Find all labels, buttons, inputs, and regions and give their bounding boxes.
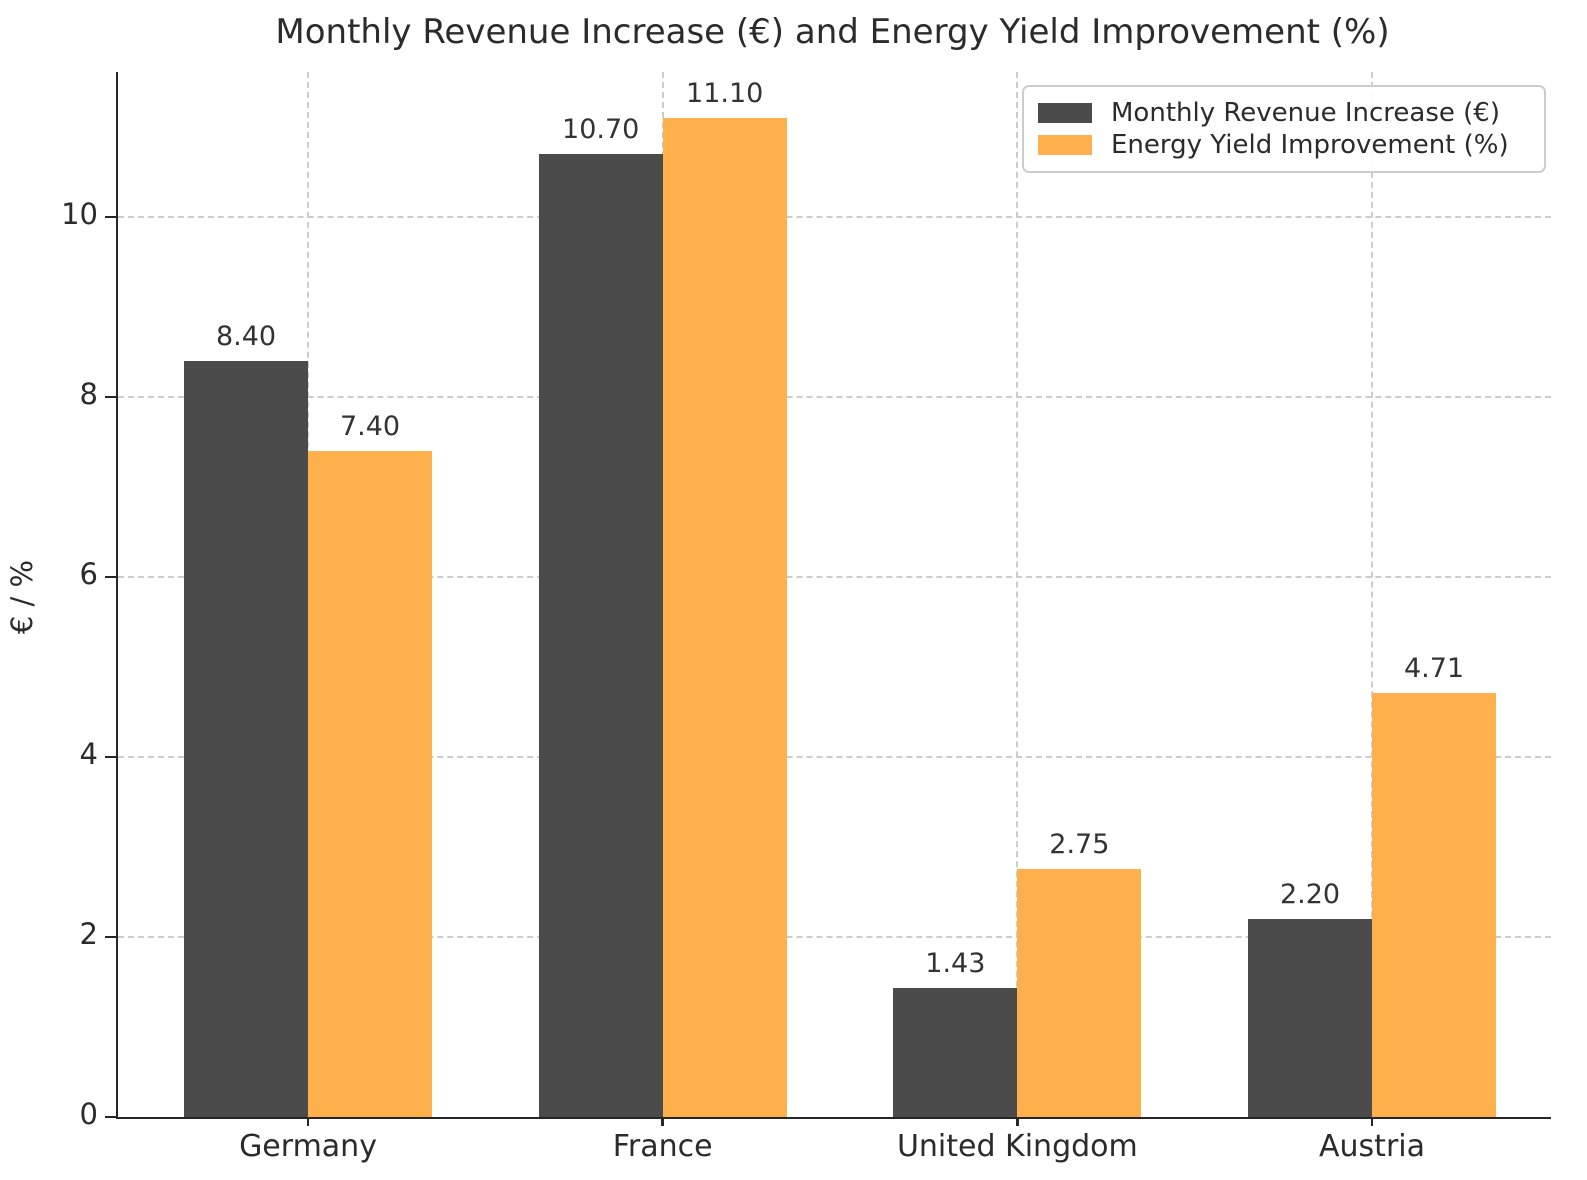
y-tick-label: 8 xyxy=(79,376,98,411)
y-tick-label: 2 xyxy=(79,916,98,951)
gridline-horizontal xyxy=(118,935,1551,938)
y-tick-label: 4 xyxy=(79,736,98,771)
bar-value-label: 7.40 xyxy=(339,410,401,442)
legend-label-yield: Energy Yield Improvement (%) xyxy=(1111,130,1509,160)
y-tick-mark xyxy=(105,395,116,399)
legend-swatch-yield xyxy=(1038,135,1092,155)
y-tick-mark xyxy=(105,755,116,759)
chart-title: Monthly Revenue Increase (€) and Energy … xyxy=(275,12,1390,52)
x-tick-label: France xyxy=(612,1129,713,1164)
y-tick-label: 10 xyxy=(61,196,98,231)
y-tick-mark xyxy=(105,215,116,219)
bar-value-label: 1.43 xyxy=(925,948,986,980)
plot-area: 0 2 4 6 8 10 Germany France United Kingdom Austri… xyxy=(61,72,1551,1164)
x-tick-label: Germany xyxy=(239,1129,377,1164)
gridline-vertical xyxy=(1016,72,1019,1117)
bar xyxy=(1372,693,1497,1117)
legend-item-revenue: Monthly Revenue Increase (€) xyxy=(1038,97,1530,129)
bar-value-label: 2.75 xyxy=(1049,829,1110,861)
bar-value-label: 4.71 xyxy=(1403,653,1465,685)
bar xyxy=(1017,869,1142,1117)
bar xyxy=(538,153,663,1117)
x-tick-label: Austria xyxy=(1319,1129,1425,1164)
gridline-vertical xyxy=(1371,72,1374,1117)
bar xyxy=(893,988,1018,1117)
legend: Monthly Revenue Increase (€) Energy Yiel… xyxy=(1022,85,1546,173)
bar xyxy=(184,360,309,1117)
y-tick-label: 6 xyxy=(79,556,98,591)
x-tick-label: United Kingdom xyxy=(896,1129,1138,1164)
bar xyxy=(662,117,787,1117)
bar-value-label: 2.20 xyxy=(1279,878,1341,910)
y-axis-label: € / % xyxy=(5,559,39,635)
x-tick-mark xyxy=(1016,1117,1019,1126)
bar xyxy=(1248,918,1373,1117)
bar-value-label: 11.10 xyxy=(686,77,764,109)
gridline-horizontal xyxy=(118,215,1551,218)
bar xyxy=(308,450,433,1117)
x-tick-mark xyxy=(1370,1117,1374,1126)
x-tick-mark xyxy=(306,1117,310,1126)
gridline-horizontal xyxy=(118,755,1551,758)
bar-value-label: 8.40 xyxy=(215,320,277,352)
y-tick-mark xyxy=(105,575,116,579)
bar-value-label: 10.70 xyxy=(562,113,640,145)
y-tick-label: 0 xyxy=(79,1097,98,1131)
y-tick-mark xyxy=(105,1115,116,1119)
x-tick-mark xyxy=(661,1117,664,1126)
gridline-horizontal xyxy=(118,395,1551,398)
gridline-horizontal xyxy=(118,575,1551,578)
y-tick-mark xyxy=(105,935,116,939)
legend-label-revenue: Monthly Revenue Increase (€) xyxy=(1111,98,1500,128)
legend-item-yield: Energy Yield Improvement (%) xyxy=(1038,129,1530,161)
legend-swatch-revenue xyxy=(1038,103,1092,123)
